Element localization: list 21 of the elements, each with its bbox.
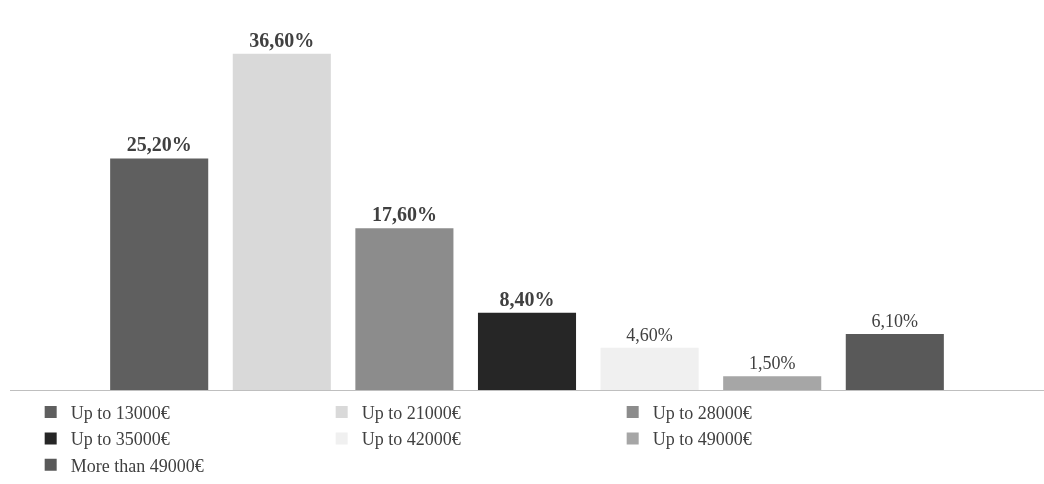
- legend-label: Up to 13000€: [70, 403, 170, 424]
- legend-label: More than 49000€: [70, 455, 204, 476]
- bar: [477, 312, 577, 390]
- data-label: 4,60%: [626, 324, 673, 345]
- data-label: 6,10%: [871, 310, 919, 331]
- legend-label: Up to 28000€: [652, 403, 752, 424]
- bar: [110, 158, 209, 390]
- bar: [355, 228, 454, 390]
- data-label: 25,20%: [126, 133, 192, 156]
- bar: [600, 347, 699, 390]
- legend-label: Up to 21000€: [361, 403, 461, 424]
- data-label: 1,50%: [748, 353, 796, 374]
- bar: [845, 333, 944, 390]
- data-label: 8,40%: [499, 287, 555, 310]
- bar: [723, 376, 822, 390]
- data-label: 17,60%: [371, 203, 437, 226]
- legend-label: Up to 49000€: [652, 429, 752, 450]
- legend-label: Up to 42000€: [361, 429, 461, 450]
- legend-label: Up to 35000€: [70, 429, 170, 450]
- data-label: 36,60%: [249, 28, 315, 51]
- bar: [232, 53, 331, 390]
